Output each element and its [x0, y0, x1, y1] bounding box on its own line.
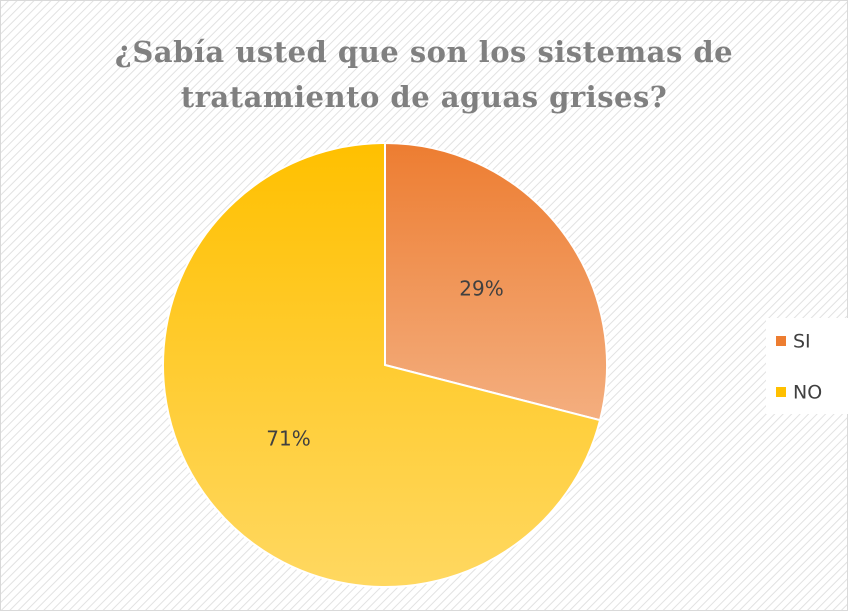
- legend-box: [766, 318, 848, 414]
- legend-label: SI: [793, 331, 811, 353]
- legend-marker: [776, 387, 786, 397]
- pie-slice: [384, 141, 608, 422]
- data-label: 29%: [459, 277, 503, 301]
- legend-label: NO: [793, 382, 822, 404]
- legend-marker: [776, 336, 786, 346]
- pie-slice: [162, 141, 602, 588]
- chart-title: ¿Sabía usted que son los sistemas de tra…: [114, 35, 734, 114]
- data-label: 71%: [266, 426, 310, 450]
